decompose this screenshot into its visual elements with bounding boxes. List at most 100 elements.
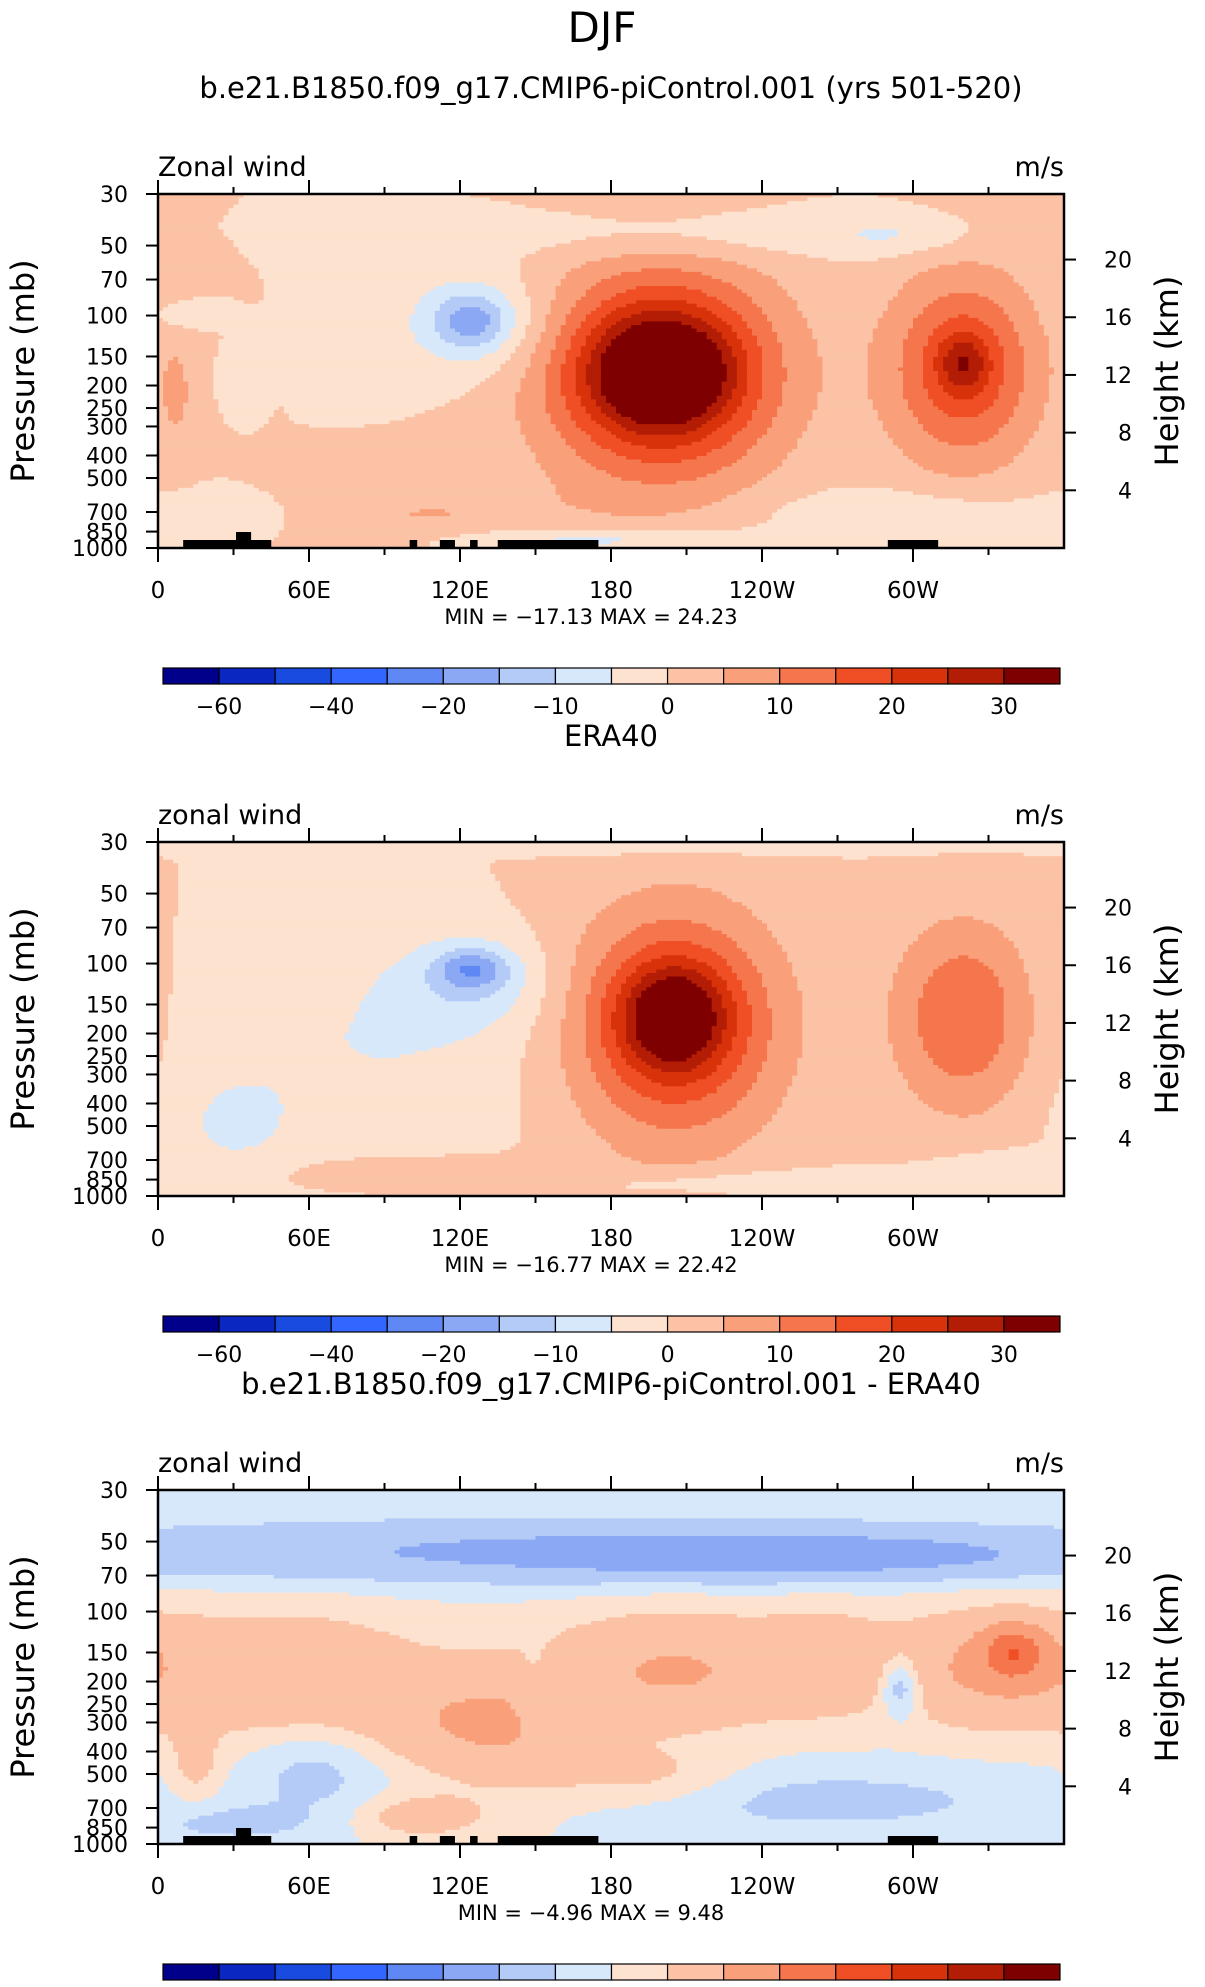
contour-cell (158, 232, 225, 238)
contour-cell (1038, 321, 1064, 326)
contour-cell (762, 360, 783, 365)
contour-cell (782, 342, 818, 347)
contour-cell (429, 987, 501, 992)
contour-cell (1033, 1015, 1064, 1020)
contour-cell (721, 381, 738, 386)
contour-cell (1048, 335, 1064, 340)
contour-cell (616, 1008, 627, 1013)
contour-cell (600, 958, 627, 963)
contour-cell (158, 470, 547, 475)
contour-cell (736, 409, 753, 415)
contour-cell (862, 229, 899, 234)
contour-cell (746, 1093, 788, 1098)
contour-cell (399, 1635, 557, 1640)
contour-cell (762, 919, 939, 925)
contour-cell (621, 1050, 637, 1055)
contour-cell (434, 286, 496, 291)
contour-cell (565, 402, 582, 407)
contour-cell (701, 944, 738, 949)
contour-cell (379, 1741, 476, 1746)
contour-cell (434, 328, 456, 333)
contour-cell (354, 1011, 506, 1017)
contour-cell (173, 356, 179, 361)
contour-cell (928, 1716, 1064, 1721)
contour-cell (993, 1103, 1055, 1109)
contour-cell (701, 1659, 889, 1665)
contour-cell (762, 385, 783, 390)
contour-cell (621, 1075, 647, 1080)
contour-cell (158, 866, 179, 871)
contour-cell (711, 888, 1064, 893)
contour-cell (1003, 356, 1025, 361)
x-tick-label: 120E (431, 1226, 489, 1252)
contour-cell (228, 1769, 285, 1774)
contour-cell (782, 944, 909, 949)
contour-cell (736, 367, 748, 372)
contour-cell (565, 1015, 587, 1020)
contour-cell (163, 395, 189, 400)
contour-cell (158, 441, 527, 446)
contour-cell (746, 353, 763, 358)
contour-cell (570, 339, 587, 344)
contour-cell (429, 965, 446, 971)
contour-cell (902, 1681, 914, 1686)
contour-cell (746, 1040, 768, 1045)
contour-cell (928, 1787, 1064, 1792)
y2-axis-label: Height (km) (1148, 924, 1186, 1115)
contour-cell (263, 282, 446, 287)
contour-cell (918, 1093, 1005, 1098)
contour-cell (913, 1677, 919, 1682)
contour-cell (616, 1149, 733, 1155)
contour-cell (892, 438, 939, 443)
contour-cell (807, 494, 934, 500)
colorbar-swatch (442, 1315, 500, 1333)
contour-cell (782, 360, 823, 365)
contour-cell (651, 1050, 698, 1055)
contour-cell (158, 1574, 275, 1580)
contour-cell (1018, 948, 1064, 953)
contour-cell (641, 1057, 662, 1063)
contour-cell (600, 1022, 612, 1027)
contour-cell (907, 1716, 929, 1721)
contour-cell (555, 243, 748, 248)
contour-cell (575, 1596, 1064, 1601)
contour-cell (1003, 1026, 1035, 1031)
contour-cell (887, 1004, 919, 1009)
contour-cell (475, 1801, 652, 1806)
contour-cell (173, 976, 381, 981)
contour-cell (268, 540, 431, 546)
contour-cell (444, 356, 481, 361)
contour-cell (223, 335, 416, 340)
contour-cell (485, 937, 537, 942)
contour-cell (827, 487, 894, 492)
contour-cell (1028, 1040, 1064, 1045)
contour-cell (600, 1015, 612, 1020)
contour-cell (258, 275, 521, 280)
contour-cell (158, 902, 179, 907)
contour-cell (178, 1755, 214, 1760)
contour-cell (449, 958, 491, 963)
contour-cell (570, 342, 587, 347)
colorbar-swatch (442, 1963, 500, 1981)
contour-cell (278, 1776, 345, 1781)
contour-cell (158, 1514, 1064, 1519)
pressure-tick-label: 1000 (72, 1833, 128, 1858)
contour-cell (958, 1649, 990, 1654)
contour-cell (762, 392, 783, 397)
contour-cell (158, 1695, 874, 1700)
contour-cell (158, 1001, 169, 1006)
contour-cell (696, 983, 713, 988)
contour-cell (168, 1022, 350, 1027)
contour-cell (968, 1638, 995, 1643)
contour-cell (621, 990, 632, 995)
y2-axis-label: Height (km) (1148, 276, 1186, 467)
contour-cell (168, 367, 184, 372)
contour-cell (741, 980, 763, 985)
contour-cell (515, 402, 547, 407)
contour-cell (978, 413, 1015, 418)
contour-cell (203, 1111, 285, 1116)
contour-cell (716, 969, 733, 974)
contour-cell (978, 293, 1030, 298)
contour-cell (364, 994, 441, 999)
contour-cell (158, 321, 169, 326)
